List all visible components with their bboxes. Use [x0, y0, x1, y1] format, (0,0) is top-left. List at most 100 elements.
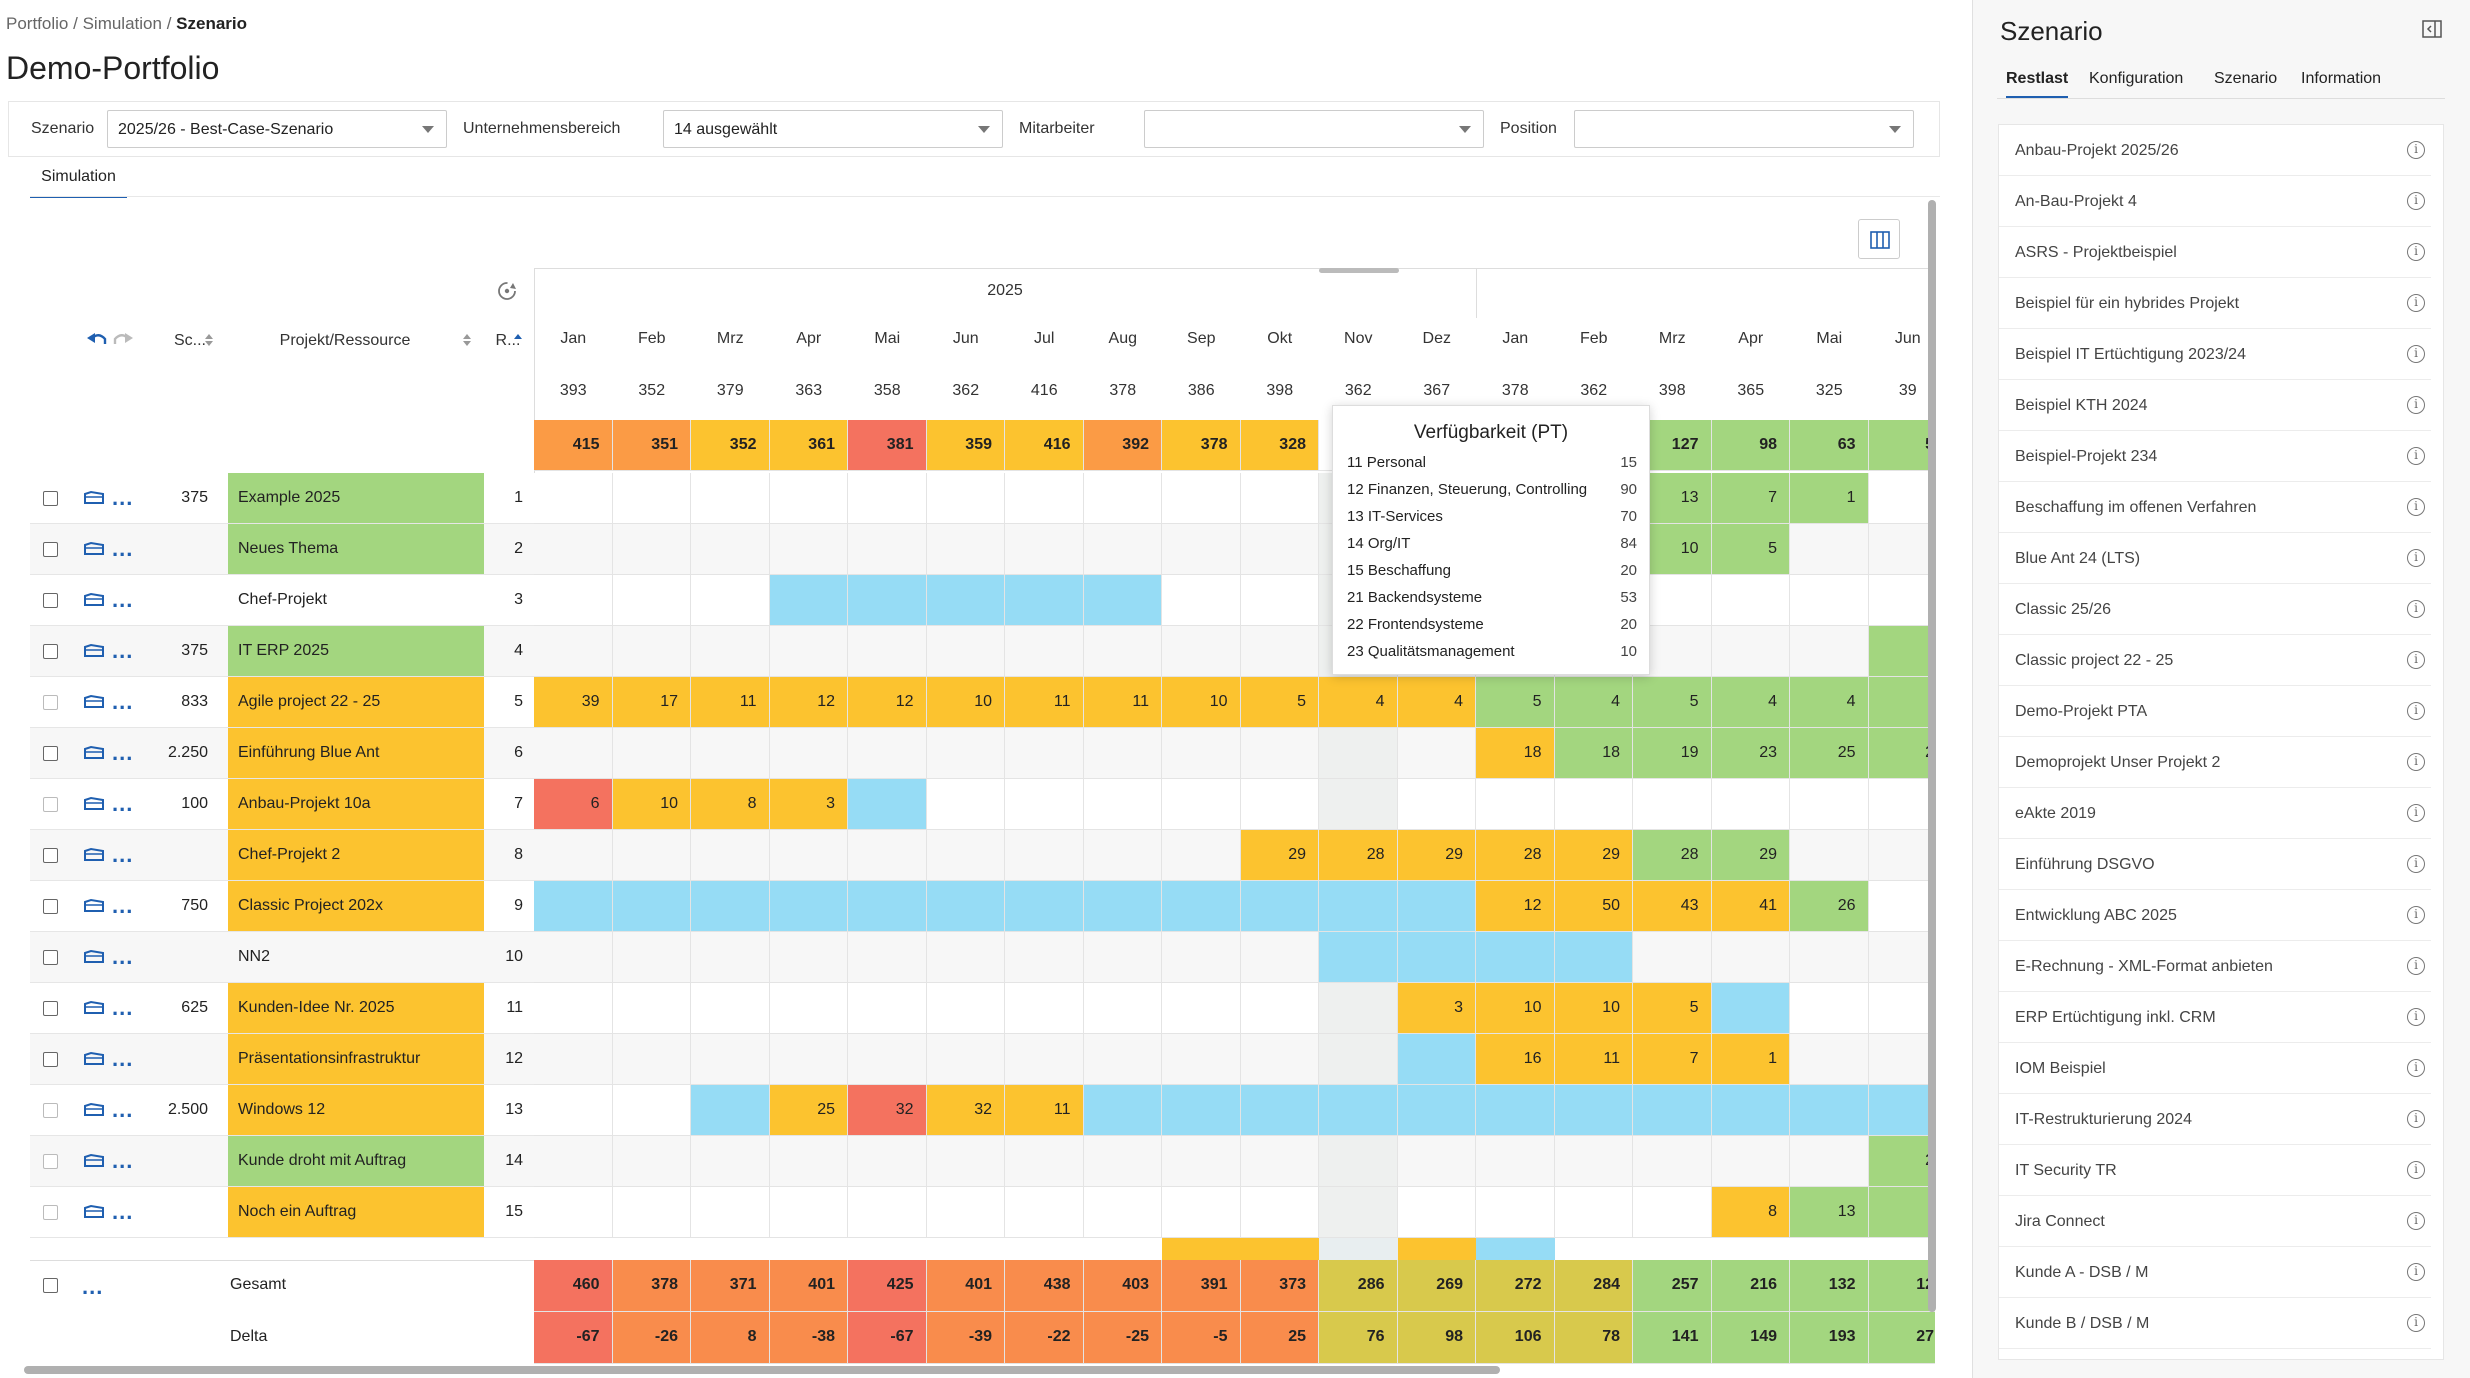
allocation-cell[interactable] [1397, 1034, 1476, 1085]
allocation-cell[interactable]: 10 [926, 677, 1005, 728]
allocation-cell[interactable] [612, 932, 691, 983]
project-list-item[interactable]: ERP Ertüchtigung inkl. CRM i [1999, 992, 2431, 1043]
project-name[interactable]: NN2 [228, 932, 484, 982]
allocation-cell[interactable] [848, 728, 927, 779]
allocation-cell[interactable] [1476, 1085, 1555, 1136]
allocation-cell[interactable]: 3 [1397, 983, 1476, 1034]
allocation-cell[interactable] [691, 473, 770, 524]
row-checkbox[interactable] [43, 899, 58, 914]
project-list-item[interactable]: Einführung DSGVO i [1999, 839, 2431, 890]
allocation-cell[interactable]: 4 [1397, 677, 1476, 728]
allocation-cell[interactable] [848, 626, 927, 677]
allocation-cell[interactable] [1633, 626, 1712, 677]
allocation-cell[interactable] [691, 626, 770, 677]
allocation-cell[interactable] [534, 932, 613, 983]
allocation-cell[interactable]: 16 [1476, 1034, 1555, 1085]
allocation-cell[interactable]: 25 [769, 1085, 848, 1136]
allocation-cell[interactable]: 11 [1005, 1085, 1084, 1136]
project-name[interactable]: Präsentationsinfrastruktur [228, 1034, 484, 1084]
allocation-cell[interactable] [1005, 626, 1084, 677]
allocation-cell[interactable] [769, 524, 848, 575]
allocation-cell[interactable] [1868, 983, 1935, 1034]
allocation-cell[interactable] [612, 626, 691, 677]
allocation-cell[interactable] [1005, 473, 1084, 524]
allocation-cell[interactable] [1240, 473, 1319, 524]
more-menu-button[interactable]: ... [112, 587, 134, 612]
project-list-item[interactable]: Blue Ant 24 (LTS) i [1999, 533, 2431, 584]
allocation-cell[interactable] [1554, 1136, 1633, 1187]
more-menu-button[interactable]: ... [112, 485, 134, 510]
allocation-cell[interactable] [612, 830, 691, 881]
row-checkbox[interactable] [43, 1052, 58, 1067]
horizontal-scrollbar[interactable] [24, 1366, 1500, 1374]
allocation-cell[interactable]: 4 [1711, 677, 1790, 728]
allocation-cell[interactable] [534, 1136, 613, 1187]
project-name[interactable]: IT ERP 2025 [228, 626, 484, 676]
project-list-item[interactable]: Beispiel KTH 2024 i [1999, 380, 2431, 431]
allocation-cell[interactable] [1162, 1187, 1241, 1238]
project-list-item[interactable]: eAkte 2019 i [1999, 788, 2431, 839]
row-checkbox[interactable] [43, 848, 58, 863]
project-list-item[interactable]: Entwicklung ABC 2025 i [1999, 890, 2431, 941]
allocation-cell[interactable] [1711, 1085, 1790, 1136]
allocation-cell[interactable] [769, 983, 848, 1034]
allocation-cell[interactable] [1476, 779, 1555, 830]
project-name[interactable]: Anbau-Projekt 10a [228, 779, 484, 829]
project-name[interactable]: Einführung Blue Ant [228, 728, 484, 778]
allocation-cell[interactable] [1868, 677, 1935, 728]
project-list-item[interactable]: Demoprojekt Unser Projekt 2 i [1999, 737, 2431, 788]
project-name[interactable]: Chef-Projekt [228, 575, 484, 625]
project-list-item[interactable]: Demo-Projekt PTA i [1999, 686, 2431, 737]
allocation-cell[interactable] [1711, 932, 1790, 983]
allocation-cell[interactable] [1790, 1034, 1869, 1085]
allocation-cell[interactable]: 29 [1397, 830, 1476, 881]
task-icon[interactable] [82, 1051, 106, 1067]
allocation-cell[interactable] [1319, 728, 1398, 779]
project-list-item[interactable]: Beispiel für ein hybrides Projekt i [1999, 278, 2431, 329]
allocation-cell[interactable] [1005, 1187, 1084, 1238]
info-icon[interactable]: i [2407, 294, 2425, 312]
allocation-cell[interactable] [1319, 779, 1398, 830]
allocation-cell[interactable] [1319, 881, 1398, 932]
allocation-cell[interactable]: 11 [691, 677, 770, 728]
allocation-cell[interactable] [1868, 524, 1935, 575]
sort-icon[interactable] [463, 341, 471, 346]
row-checkbox[interactable] [43, 593, 58, 608]
allocation-cell[interactable] [1790, 830, 1869, 881]
year-scroll-handle[interactable] [1319, 268, 1399, 273]
project-list-item[interactable]: Classic project 22 - 25 i [1999, 635, 2431, 686]
allocation-cell[interactable] [1790, 524, 1869, 575]
undo-icon[interactable] [86, 330, 108, 348]
more-menu-button[interactable]: ... [112, 893, 134, 918]
info-icon[interactable]: i [2407, 141, 2425, 159]
allocation-cell[interactable]: 25 [1790, 728, 1869, 779]
allocation-cell[interactable] [1005, 728, 1084, 779]
allocation-cell[interactable] [1868, 626, 1935, 677]
task-icon[interactable] [82, 1102, 106, 1118]
column-header-rank[interactable]: R... [495, 332, 521, 349]
allocation-cell[interactable] [1476, 1136, 1555, 1187]
allocation-cell[interactable]: 50 [1554, 881, 1633, 932]
more-menu-button[interactable]: ... [112, 1046, 134, 1071]
allocation-cell[interactable] [769, 881, 848, 932]
allocation-cell[interactable]: 29 [1240, 830, 1319, 881]
breadcrumb-portfolio[interactable]: Portfolio [6, 14, 69, 33]
more-menu-button[interactable]: ... [112, 1199, 134, 1224]
info-icon[interactable]: i [2407, 1110, 2425, 1128]
more-menu-button[interactable]: ... [112, 740, 134, 765]
allocation-cell[interactable] [1005, 881, 1084, 932]
info-icon[interactable]: i [2407, 1314, 2425, 1332]
project-list-item[interactable]: Jira Connect i [1999, 1196, 2431, 1247]
row-checkbox[interactable] [43, 950, 58, 965]
allocation-cell[interactable] [1240, 626, 1319, 677]
allocation-cell[interactable] [691, 932, 770, 983]
allocation-cell[interactable] [1868, 473, 1935, 524]
project-list-item[interactable]: Anbau-Projekt 2025/26 i [1999, 125, 2431, 176]
allocation-cell[interactable]: 29 [1711, 830, 1790, 881]
allocation-cell[interactable] [1633, 932, 1712, 983]
allocation-cell[interactable]: 4 [1790, 677, 1869, 728]
task-icon[interactable] [82, 643, 106, 659]
allocation-cell[interactable] [1083, 1187, 1162, 1238]
more-menu-button[interactable]: ... [112, 1148, 134, 1173]
allocation-cell[interactable] [1083, 575, 1162, 626]
